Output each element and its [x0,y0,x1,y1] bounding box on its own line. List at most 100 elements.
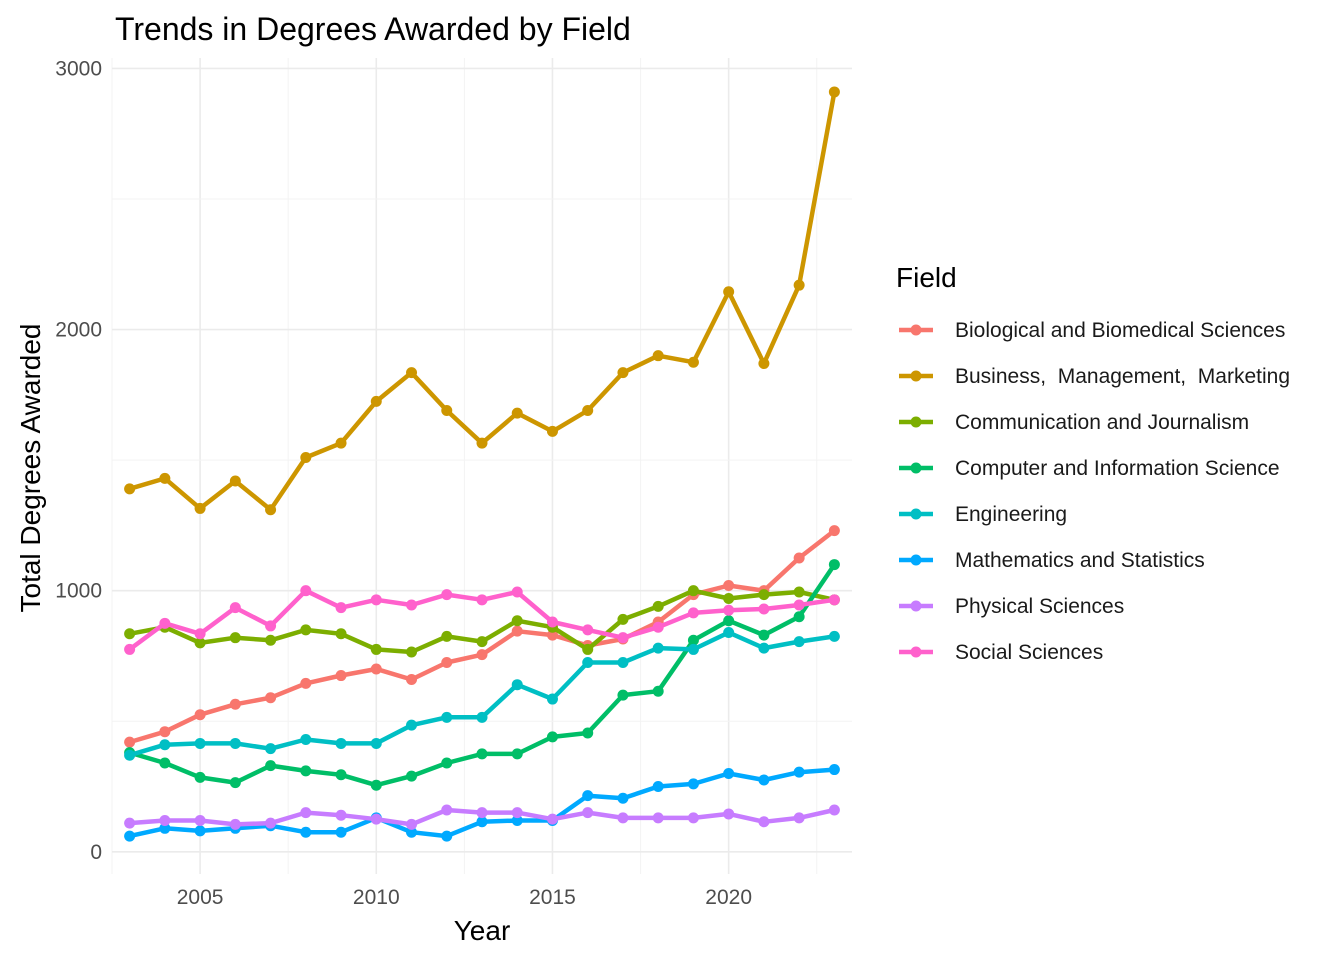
legend-key-point [910,370,922,382]
data-point [335,628,347,640]
data-point [441,711,453,723]
data-point [370,737,382,749]
data-point [793,552,805,564]
data-point [406,818,418,830]
data-point [335,437,347,449]
data-point [828,594,840,606]
data-point [265,634,277,646]
legend-label: Communication and Journalism [955,411,1249,434]
data-point [441,630,453,642]
y-axis-ticks: 0 1000 2000 3000 [55,57,102,863]
data-point [265,743,277,755]
series-5 [124,626,840,761]
data-point [476,807,488,819]
data-point [758,589,770,601]
data-point [300,807,312,819]
data-point [687,585,699,597]
data-point [406,367,418,379]
data-point [758,816,770,828]
data-point [194,637,206,649]
data-point [511,625,523,637]
data-point [652,781,664,793]
data-point [828,525,840,537]
data-point [652,812,664,824]
data-point [546,425,558,437]
data-point [229,698,241,710]
data-point [441,757,453,769]
data-point [652,350,664,362]
data-point [194,737,206,749]
data-point [793,812,805,824]
data-point [723,767,735,779]
data-point [124,830,136,842]
data-point [582,727,594,739]
legend-label: Engineering [955,503,1067,526]
data-point [582,656,594,668]
data-point [159,814,171,826]
data-point [441,656,453,668]
data-point [582,643,594,655]
data-point [406,599,418,611]
legend-label: Mathematics and Statistics [955,549,1205,572]
series-8 [124,585,840,655]
data-point [159,472,171,484]
data-point [652,600,664,612]
legend-item: Biological and Biomedical Sciences [899,319,1285,342]
x-tick-label: 2020 [705,886,752,909]
data-point [758,603,770,615]
data-point [828,630,840,642]
data-point [546,629,558,641]
legend-item: Social Sciences [899,641,1103,664]
data-point [229,737,241,749]
data-point [300,826,312,838]
legend-key-point [910,600,922,612]
data-point [511,615,523,627]
data-point [687,356,699,368]
data-point [828,86,840,98]
data-point [300,624,312,636]
legend-item: Mathematics and Statistics [899,549,1205,572]
data-point [511,586,523,598]
legend-key-point [910,646,922,658]
data-point [582,624,594,636]
series-layer [124,86,840,842]
data-point [687,778,699,790]
data-point [300,734,312,746]
data-point [194,628,206,640]
data-point [441,405,453,417]
data-point [793,611,805,623]
data-point [617,792,629,804]
data-point [828,764,840,776]
legend-key-point [910,554,922,566]
legend-item: Engineering [899,503,1067,526]
x-tick-label: 2010 [353,886,400,909]
data-point [265,760,277,772]
legend-items: Biological and Biomedical Sciences Busine… [899,319,1290,664]
data-point [335,826,347,838]
legend-title: Field [896,262,957,293]
series-7 [124,804,840,830]
data-point [687,634,699,646]
legend-key-point [910,508,922,520]
data-point [159,739,171,751]
data-point [582,790,594,802]
data-point [476,711,488,723]
data-point [229,475,241,487]
data-point [194,709,206,721]
data-point [687,643,699,655]
data-point [335,769,347,781]
data-point [723,286,735,298]
data-point [124,736,136,748]
data-point [758,358,770,370]
data-point [124,817,136,829]
data-point [406,673,418,685]
y-tick-label: 0 [90,841,102,864]
legend-key-point [910,416,922,428]
data-point [476,649,488,661]
data-point [441,589,453,601]
data-point [617,812,629,824]
data-point [617,689,629,701]
data-point [370,395,382,407]
legend-label: Social Sciences [955,641,1103,664]
data-point [652,621,664,633]
